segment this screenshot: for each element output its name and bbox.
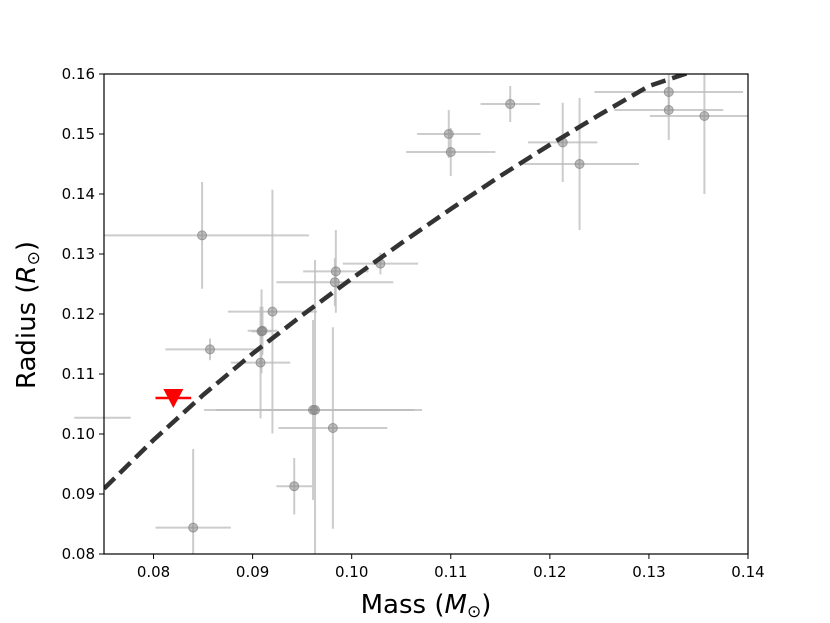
y-axis-label: Radius (R⊙) (12, 241, 44, 389)
data-point-7 (289, 481, 300, 492)
y-tick-label-3: 0.11 (62, 365, 95, 383)
data-point-5 (255, 357, 266, 368)
data-point-11 (330, 266, 341, 277)
data-point-12 (329, 277, 340, 288)
highlight-point (163, 389, 184, 408)
data-point-21 (699, 111, 710, 121)
highlight-layer (155, 389, 192, 408)
y-tick-label-5: 0.13 (62, 245, 95, 263)
data-point-10 (327, 423, 338, 433)
model-line-layer (104, 74, 690, 491)
errorbar-layer (104, 74, 748, 554)
y-tick-label-8: 0.16 (62, 65, 95, 83)
y-tick-label-1: 0.09 (62, 485, 95, 503)
model-line (104, 74, 690, 491)
x-tick-label-5: 0.13 (632, 563, 665, 581)
y-tick-label-7: 0.15 (62, 125, 95, 143)
data-point-15 (445, 147, 456, 157)
y-tick-label-0: 0.08 (62, 545, 95, 563)
data-point-2 (188, 522, 199, 533)
data-point-18 (574, 159, 585, 169)
y-tick-label-2: 0.10 (62, 425, 95, 443)
data-point-1 (205, 344, 216, 355)
x-tick-label-3: 0.11 (434, 563, 467, 581)
data-point-19 (663, 105, 674, 115)
data-point-6 (267, 306, 278, 317)
x-tick-label-4: 0.12 (533, 563, 566, 581)
data-point-14 (443, 129, 454, 139)
x-axis-label: Mass (M⊙) (361, 590, 492, 622)
y-tick-label-6: 0.14 (62, 185, 95, 203)
data-point-4 (257, 325, 268, 336)
y-axis-ticks: 0.08 0.09 0.10 0.11 0.12 0.13 0.14 0.15 0.16 (62, 65, 104, 563)
y-tick-label-4: 0.12 (62, 305, 95, 323)
x-tick-label-2: 0.10 (335, 563, 368, 581)
data-point-0 (197, 230, 208, 241)
x-tick-label-6: 0.14 (731, 563, 764, 581)
x-tick-label-0: 0.08 (137, 563, 170, 581)
data-point-9 (310, 405, 321, 415)
x-axis-ticks: 0.08 0.09 0.10 0.11 0.12 0.13 0.14 (137, 554, 765, 581)
plot-frame (103, 73, 749, 555)
data-point-16 (505, 99, 516, 109)
data-point-20 (663, 87, 674, 97)
x-tick-label-1: 0.09 (236, 563, 269, 581)
comparison-points-layer (188, 87, 710, 533)
